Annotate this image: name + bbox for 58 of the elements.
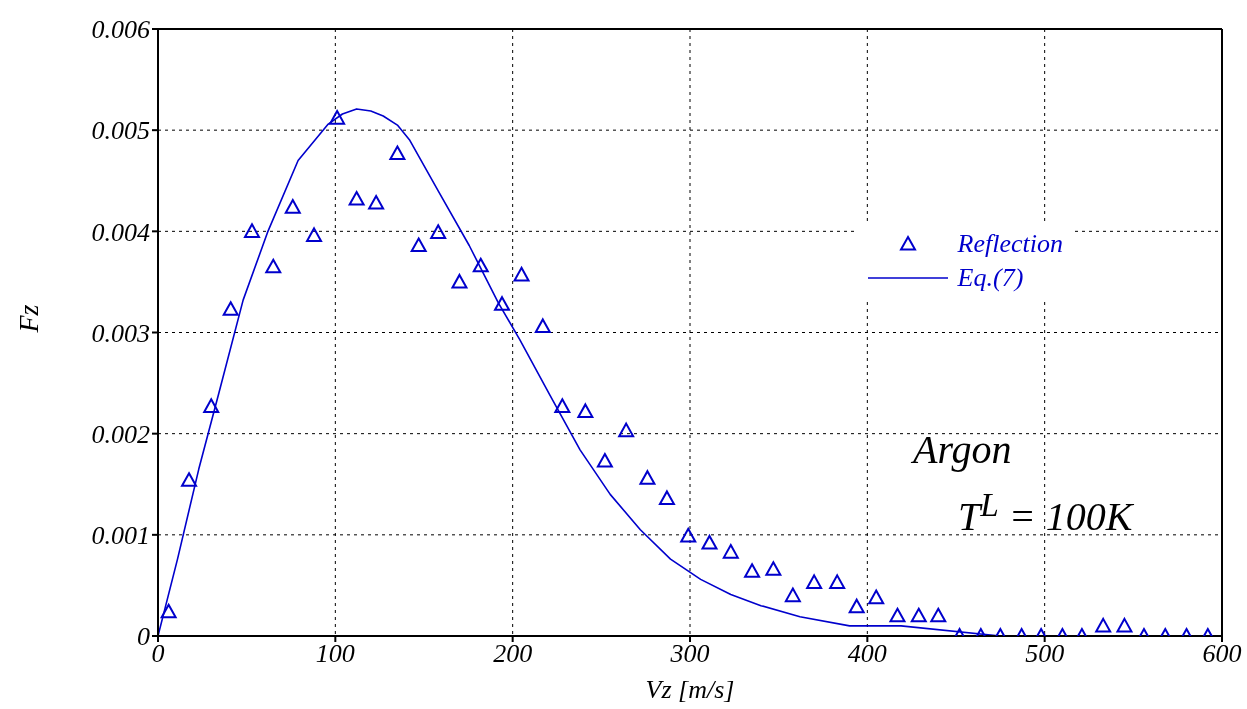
x-tick-label: 500 (1025, 639, 1065, 669)
y-axis-title: Fz (12, 304, 44, 334)
point (348, 190, 365, 206)
x-tick-label: 100 (315, 639, 355, 669)
point (494, 296, 511, 311)
point (658, 490, 675, 506)
point (265, 258, 282, 274)
point (848, 598, 865, 614)
point (868, 589, 885, 605)
point (513, 266, 530, 282)
point (222, 301, 239, 316)
y-tick-label: 0.001 (91, 521, 150, 551)
x-tick-label: 600 (1202, 639, 1242, 669)
point (368, 195, 385, 210)
point (889, 607, 906, 623)
point (534, 318, 551, 334)
point (430, 224, 447, 239)
point (930, 607, 947, 623)
point (577, 403, 594, 419)
annotation: Argon (913, 426, 1012, 473)
point (910, 607, 927, 623)
point (306, 227, 323, 242)
point (765, 561, 782, 576)
point (329, 110, 346, 125)
point (618, 422, 635, 438)
point (243, 223, 260, 238)
point (701, 534, 718, 550)
legend-label: Eq.(7) (957, 263, 1024, 293)
point (829, 574, 846, 589)
y-tick-label: 0.005 (91, 116, 150, 146)
x-tick-label: 300 (669, 639, 710, 669)
point (472, 257, 489, 273)
point (389, 145, 406, 161)
point (744, 563, 761, 578)
y-tick-label: 0.006 (91, 15, 150, 45)
x-axis-title: Vz [m/s] (645, 675, 735, 704)
point (639, 470, 656, 485)
legend-label: Reflection (957, 229, 1063, 259)
y-tick-label: 0.004 (91, 217, 150, 247)
point (722, 544, 739, 559)
point (203, 398, 220, 413)
y-tick-label: 0.003 (91, 318, 150, 348)
point (181, 472, 198, 487)
point (160, 603, 177, 619)
point (410, 237, 427, 253)
annotation: T$^{L}$ = 100K (958, 486, 1133, 541)
point (680, 527, 697, 543)
point (1116, 617, 1133, 633)
point (806, 574, 823, 589)
point (596, 452, 613, 468)
x-tick-label: 400 (847, 639, 887, 669)
point (451, 273, 468, 289)
y-tick-label: 0.002 (91, 419, 150, 449)
x-tick-label: 200 (493, 639, 533, 669)
point (784, 587, 801, 603)
point (284, 199, 301, 214)
point (554, 398, 571, 413)
point (1095, 617, 1112, 633)
